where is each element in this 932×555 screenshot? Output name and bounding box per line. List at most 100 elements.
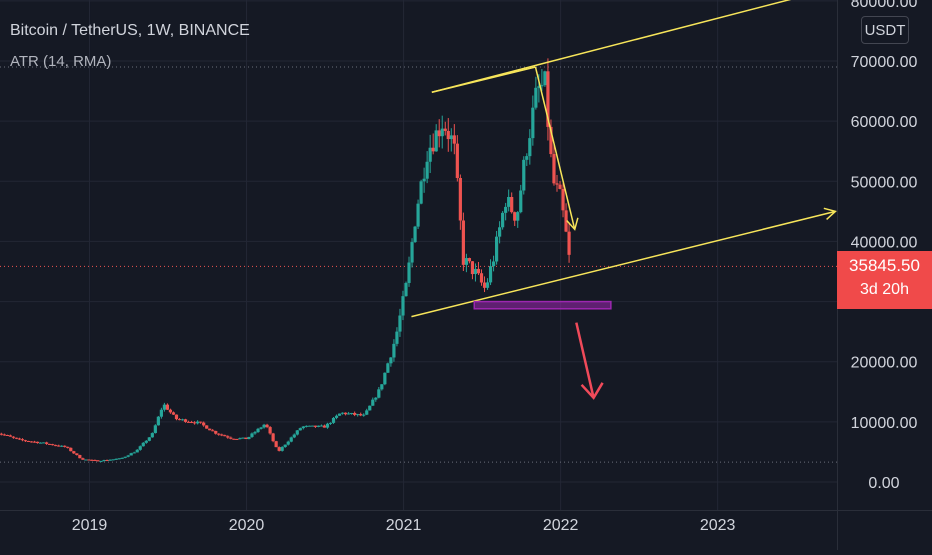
candle-body bbox=[519, 190, 523, 213]
candle-body bbox=[531, 107, 535, 139]
candle-body bbox=[431, 147, 435, 152]
candle-down bbox=[66, 446, 70, 449]
candle-up bbox=[238, 437, 242, 440]
candle-body bbox=[90, 459, 94, 461]
candle-body bbox=[322, 425, 327, 428]
candle-down bbox=[223, 434, 227, 437]
candle-body bbox=[174, 414, 179, 420]
candle-up bbox=[531, 95, 535, 146]
symbol-legend[interactable]: Bitcoin / TetherUS, 1W, BINANCE bbox=[10, 22, 250, 40]
candle-up bbox=[419, 179, 423, 205]
candle-down bbox=[322, 424, 327, 428]
candle-body bbox=[404, 282, 408, 297]
candle-down bbox=[226, 435, 230, 439]
candle-down bbox=[90, 459, 94, 461]
candle-up bbox=[99, 460, 103, 463]
candle-up bbox=[120, 457, 124, 459]
candle-down bbox=[446, 118, 450, 152]
candle-up bbox=[256, 427, 260, 433]
candle-down bbox=[105, 459, 109, 462]
candle-body bbox=[504, 206, 508, 213]
currency-button[interactable]: USDT bbox=[861, 16, 909, 44]
candle-up bbox=[488, 259, 493, 286]
candle-body bbox=[325, 423, 330, 428]
candle-up bbox=[156, 415, 160, 426]
candle-up bbox=[340, 412, 345, 415]
candle-up bbox=[540, 69, 544, 92]
candle-up bbox=[407, 256, 411, 287]
candle-body bbox=[452, 135, 456, 144]
candle-body bbox=[525, 156, 529, 160]
candle-body bbox=[150, 433, 154, 438]
candle-up bbox=[368, 405, 372, 411]
candle-down bbox=[69, 447, 73, 452]
candle-body bbox=[259, 427, 263, 429]
candle-up bbox=[422, 167, 426, 193]
last-price-label: 35845.50 3d 20h bbox=[837, 251, 932, 309]
candle-up bbox=[328, 422, 333, 425]
candle-up bbox=[347, 411, 351, 415]
candle-down bbox=[11, 436, 16, 439]
candle-up bbox=[389, 356, 393, 367]
candle-body bbox=[132, 452, 136, 454]
candle-up bbox=[250, 432, 254, 438]
candle-body bbox=[395, 331, 399, 344]
candle-body bbox=[449, 135, 453, 140]
candle-up bbox=[386, 362, 390, 373]
candle-up bbox=[365, 408, 369, 416]
candle-body bbox=[144, 440, 148, 443]
candle-up bbox=[498, 221, 502, 244]
candle-down bbox=[96, 460, 100, 462]
candle-body bbox=[567, 231, 571, 255]
candle-down bbox=[244, 437, 248, 440]
candle-body bbox=[48, 443, 52, 445]
candle-body bbox=[229, 437, 233, 439]
candle-body bbox=[5, 434, 9, 436]
candle-body bbox=[461, 220, 465, 265]
price-axis[interactable]: 0.0010000.0020000.0030000.0040000.005000… bbox=[851, 0, 918, 492]
candle-body bbox=[389, 357, 393, 364]
candle-up bbox=[377, 386, 381, 399]
candle-down bbox=[567, 222, 571, 263]
candle-down bbox=[174, 414, 179, 421]
candle-body bbox=[295, 430, 299, 435]
candle-body bbox=[220, 434, 224, 436]
candle-down bbox=[546, 58, 550, 141]
price-tick-label: 40000.00 bbox=[851, 234, 918, 251]
candle-up bbox=[153, 424, 157, 434]
time-axis[interactable]: 2019 2020 2021 2022 2023 bbox=[72, 517, 736, 534]
candle-down bbox=[555, 174, 559, 192]
candle-down bbox=[564, 203, 568, 233]
candle-down bbox=[211, 428, 215, 432]
candle-body bbox=[208, 428, 212, 431]
candle-body bbox=[235, 438, 239, 440]
candle-body bbox=[177, 419, 182, 421]
candle-down bbox=[353, 411, 357, 417]
candle-body bbox=[2, 434, 6, 436]
candle-body bbox=[265, 424, 269, 428]
candle-body bbox=[328, 422, 333, 424]
candle-down bbox=[14, 437, 19, 440]
indicator-legend[interactable]: ATR (14, RMA) bbox=[10, 53, 111, 70]
candle-body bbox=[458, 177, 462, 221]
candle-body bbox=[84, 459, 88, 461]
candle-down bbox=[81, 457, 85, 460]
candle-body bbox=[334, 415, 339, 418]
candle-up bbox=[138, 445, 142, 451]
candle-up bbox=[132, 451, 136, 454]
candle-body bbox=[419, 181, 423, 204]
candle-up bbox=[413, 225, 417, 243]
price-tick-label: 20000.00 bbox=[851, 355, 918, 372]
candle-body bbox=[413, 226, 417, 243]
candle-body bbox=[244, 437, 248, 440]
candle-body bbox=[455, 143, 459, 178]
candle-body bbox=[365, 410, 369, 415]
candle-body bbox=[186, 421, 191, 423]
candle-body bbox=[54, 445, 58, 447]
candle-down bbox=[205, 425, 209, 429]
price-tick-label: 0.00 bbox=[868, 475, 899, 492]
candle-down bbox=[189, 420, 194, 424]
candle-body bbox=[32, 441, 37, 443]
